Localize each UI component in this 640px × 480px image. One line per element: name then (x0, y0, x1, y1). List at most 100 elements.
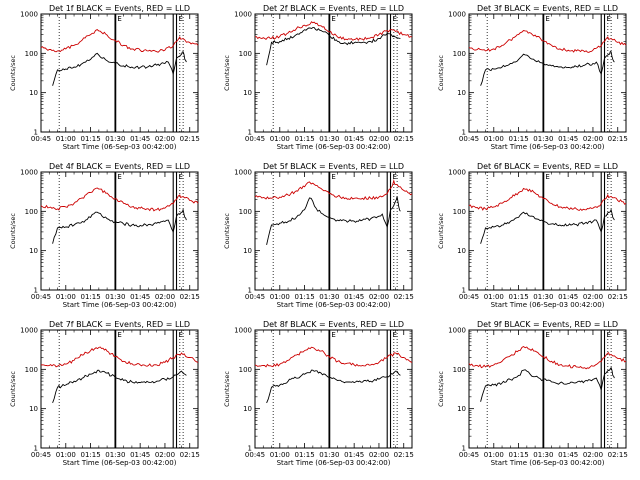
x-tick-label: 00:45 (31, 451, 51, 459)
x-tick-label: 00:45 (459, 135, 479, 143)
chart-panel-9: Det 9f BLACK = Events, RED = LLD 1 10 100 10… (437, 320, 628, 467)
events-series-line (266, 27, 401, 66)
events-series-line (266, 196, 401, 245)
x-tick-label: 02:15 (608, 293, 628, 301)
lld-series-line (254, 346, 413, 368)
x-tick-label: 01:15 (80, 293, 100, 301)
y-tick-label: 1000 (20, 11, 38, 19)
x-tick-label: 01:45 (344, 451, 364, 459)
y-tick-label: 1000 (20, 169, 38, 177)
events-series-line (480, 50, 615, 86)
y-tick-label: 100 (25, 50, 38, 58)
x-axis-label: Start Time (06-Sep-03 00:42:00) (63, 301, 177, 309)
x-tick-label: 01:30 (105, 293, 125, 301)
chart-panel-1: Det 1f BLACK = Events, RED = LLD 1 10 100 10… (9, 4, 200, 151)
x-tick-label: 02:15 (394, 293, 414, 301)
chart-title: Det 9f BLACK = Events, RED = LLD (477, 320, 618, 329)
x-tick-label: 01:00 (56, 451, 76, 459)
chart-title: Det 1f BLACK = Events, RED = LLD (49, 4, 190, 13)
x-tick-label: 01:00 (270, 293, 290, 301)
x-tick-label: 01:45 (558, 293, 578, 301)
x-tick-label: 01:30 (105, 451, 125, 459)
x-tick-label: 02:00 (155, 135, 175, 143)
y-axis-label: Counts/sec (9, 213, 17, 249)
x-tick-label: 01:00 (484, 135, 504, 143)
x-tick-label: 01:30 (533, 135, 553, 143)
marker-flag-label: E (179, 173, 183, 181)
y-tick-label: 100 (453, 366, 466, 374)
x-tick-label: 00:45 (31, 135, 51, 143)
chart-title: Det 5f BLACK = Events, RED = LLD (263, 162, 404, 171)
marker-flag-label: E (545, 15, 549, 23)
x-tick-label: 01:45 (130, 451, 150, 459)
x-tick-label: 01:15 (508, 451, 528, 459)
y-axis-label: Counts/sec (437, 213, 445, 249)
x-tick-label: 01:30 (319, 293, 339, 301)
x-axis-label: Start Time (06-Sep-03 00:42:00) (63, 459, 177, 467)
chart-title: Det 3f BLACK = Events, RED = LLD (477, 4, 618, 13)
x-tick-label: 02:15 (394, 135, 414, 143)
x-tick-label: 01:15 (294, 451, 314, 459)
x-tick-label: 01:15 (508, 293, 528, 301)
marker-flag-label: E (393, 15, 397, 23)
y-axis-label: Counts/sec (9, 55, 17, 91)
y-tick-label: 10 (243, 247, 252, 255)
marker-flag-label: E (607, 331, 611, 339)
y-tick-label: 1000 (448, 169, 466, 177)
marker-flag-label: E (607, 15, 611, 23)
x-tick-label: 02:00 (583, 293, 603, 301)
x-tick-label: 01:30 (319, 451, 339, 459)
y-tick-label: 1000 (234, 11, 252, 19)
x-tick-label: 01:45 (558, 451, 578, 459)
chart-panel-2: Det 2f BLACK = Events, RED = LLD 1 10 100 10… (223, 4, 414, 151)
plot-frame (40, 13, 199, 133)
x-tick-label: 01:15 (80, 451, 100, 459)
chart-panel-3: Det 3f BLACK = Events, RED = LLD 1 10 100 10… (437, 4, 628, 151)
x-tick-label: 02:15 (180, 293, 200, 301)
x-tick-label: 01:45 (344, 135, 364, 143)
x-tick-label: 01:00 (56, 135, 76, 143)
x-axis-label: Start Time (06-Sep-03 00:42:00) (277, 301, 391, 309)
y-tick-label: 1 (34, 445, 38, 453)
y-tick-label: 1 (248, 129, 252, 137)
plot-frame (254, 329, 413, 449)
y-tick-label: 100 (239, 208, 252, 216)
x-tick-label: 02:15 (608, 135, 628, 143)
plot-frame (40, 329, 199, 449)
plot-frame (468, 13, 627, 133)
y-tick-label: 1 (248, 287, 252, 295)
x-tick-label: 01:45 (130, 135, 150, 143)
x-tick-label: 02:15 (608, 451, 628, 459)
x-tick-label: 02:15 (180, 451, 200, 459)
x-tick-label: 02:00 (369, 135, 389, 143)
chart-title: Det 8f BLACK = Events, RED = LLD (263, 320, 404, 329)
lld-series-line (254, 178, 413, 201)
lld-series-line (40, 346, 199, 368)
x-tick-label: 01:30 (533, 451, 553, 459)
x-axis-label: Start Time (06-Sep-03 00:42:00) (491, 143, 605, 151)
x-axis-label: Start Time (06-Sep-03 00:42:00) (277, 143, 391, 151)
x-tick-label: 00:45 (31, 293, 51, 301)
x-tick-label: 01:45 (558, 135, 578, 143)
x-tick-label: 01:15 (508, 135, 528, 143)
x-tick-label: 02:00 (583, 135, 603, 143)
x-tick-label: 02:00 (369, 293, 389, 301)
y-tick-label: 1 (248, 445, 252, 453)
events-series-line (52, 207, 187, 244)
x-tick-label: 00:45 (459, 451, 479, 459)
x-tick-label: 00:45 (245, 293, 265, 301)
y-tick-label: 1 (462, 287, 466, 295)
marker-flag-label: E (179, 331, 183, 339)
chart-panel-5: Det 5f BLACK = Events, RED = LLD 1 10 100 10… (223, 162, 414, 309)
y-axis-label: Counts/sec (223, 371, 231, 407)
marker-flag-label: E (117, 173, 121, 181)
y-tick-label: 100 (239, 366, 252, 374)
x-tick-label: 02:15 (180, 135, 200, 143)
x-axis-label: Start Time (06-Sep-03 00:42:00) (277, 459, 391, 467)
lld-series-line (468, 345, 627, 370)
plot-frame (254, 171, 413, 291)
chart-title: Det 7f BLACK = Events, RED = LLD (49, 320, 190, 329)
x-tick-label: 01:15 (294, 293, 314, 301)
marker-flag-label: E (331, 173, 335, 181)
y-tick-label: 1000 (20, 327, 38, 335)
